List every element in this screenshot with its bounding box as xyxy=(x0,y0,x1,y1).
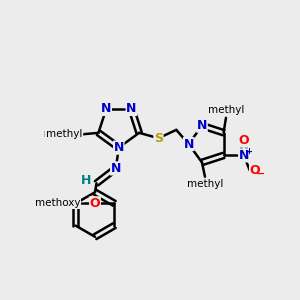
Text: methyl: methyl xyxy=(208,106,244,116)
Text: N: N xyxy=(126,102,136,116)
Text: N: N xyxy=(184,138,194,151)
Text: methoxy: methoxy xyxy=(79,202,85,203)
Text: methyl: methyl xyxy=(187,179,223,189)
Text: N: N xyxy=(111,162,121,175)
Text: N: N xyxy=(238,149,249,162)
Text: O: O xyxy=(90,197,100,210)
Text: methyl: methyl xyxy=(44,129,82,139)
Text: −: − xyxy=(256,169,265,179)
Text: methyl: methyl xyxy=(46,129,82,139)
Text: N: N xyxy=(114,141,124,154)
Text: O: O xyxy=(250,164,260,177)
Text: N: N xyxy=(197,119,207,132)
Text: methyl: methyl xyxy=(80,133,85,134)
Text: +: + xyxy=(245,147,252,156)
Text: N: N xyxy=(101,102,111,116)
Text: methoxy: methoxy xyxy=(35,198,81,208)
Text: O: O xyxy=(238,134,249,147)
Text: S: S xyxy=(154,132,163,145)
Text: methyl: methyl xyxy=(80,133,85,134)
Text: H: H xyxy=(81,174,91,187)
